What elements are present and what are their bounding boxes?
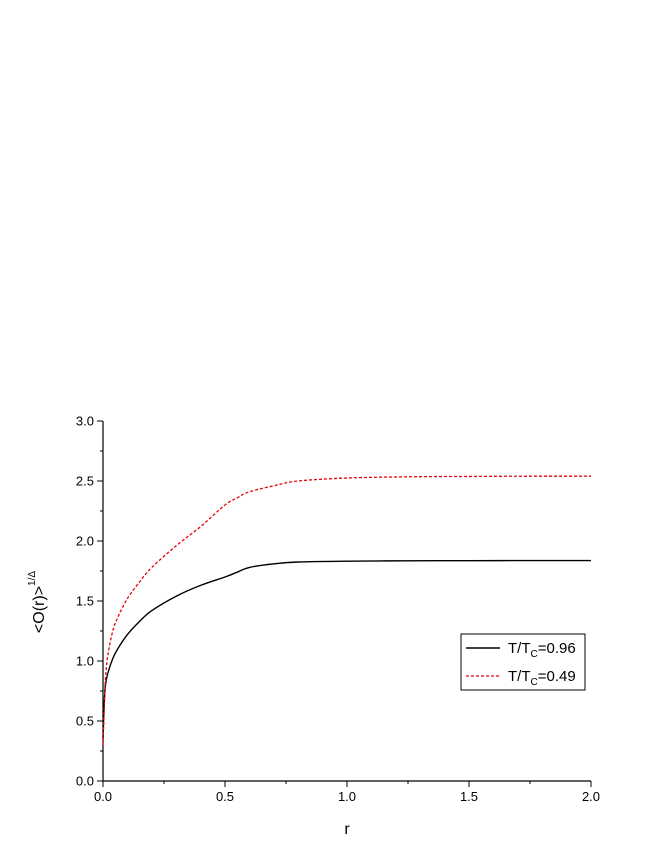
axes: 0.0 0.5 1.0 1.5 2.0 0.0 0.5 1.0 1.5 2.0 2.5 3.0 <box>76 414 600 805</box>
legend-label-0: T/TC=0.96 <box>508 640 576 660</box>
series-line-0 <box>102 559 592 740</box>
x-tick-label: 1.5 <box>460 789 478 804</box>
series-line-1 <box>102 475 592 746</box>
legend-box <box>460 633 586 691</box>
x-tick-label: 2.0 <box>582 789 600 804</box>
legend: T/TC=0.96 T/TC=0.49 <box>460 633 586 691</box>
y-tick-label: 2.0 <box>76 534 94 549</box>
svg-text:<O(r)>1/Δ: <O(r)>1/Δ <box>27 571 48 633</box>
x-tick-label: 0.5 <box>216 789 234 804</box>
y-tick-label: 0.5 <box>76 714 94 729</box>
y-axis-title-main: <O(r)> <box>31 586 48 633</box>
y-axis-title: <O(r)>1/Δ <box>27 571 48 633</box>
y-tick-label: 2.5 <box>76 474 94 489</box>
x-tick-label: 0.0 <box>94 789 112 804</box>
series-layer <box>102 475 592 746</box>
legend-label-1: T/TC=0.49 <box>508 668 576 688</box>
y-tick-label: 1.5 <box>76 594 94 609</box>
x-axis-title: r <box>344 821 350 838</box>
y-axis-title-superscript: 1/Δ <box>27 571 38 586</box>
x-tick-label: 1.0 <box>338 789 356 804</box>
y-tick-label: 3.0 <box>76 414 94 429</box>
y-tick-label: 0.0 <box>76 774 94 789</box>
y-tick-label: 1.0 <box>76 654 94 669</box>
